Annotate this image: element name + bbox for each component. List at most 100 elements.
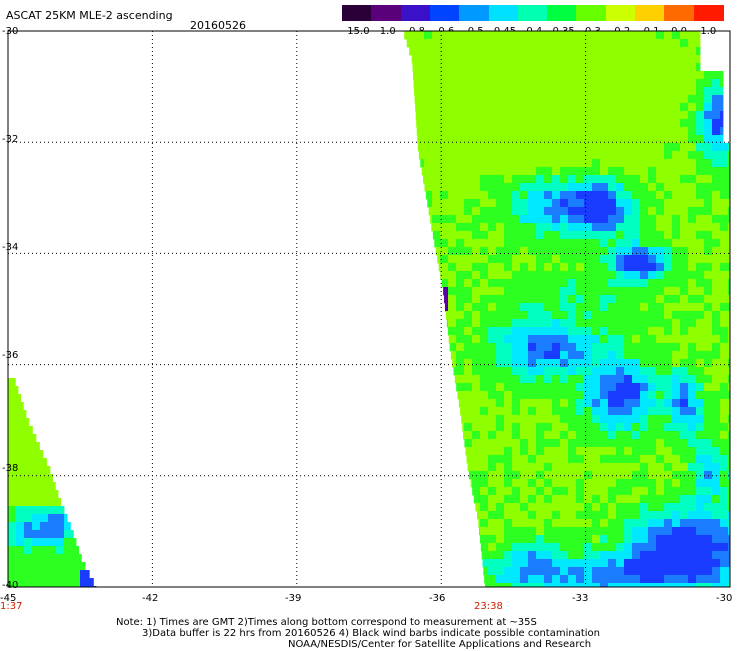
swath-cell <box>432 223 440 231</box>
swath-cell <box>672 535 680 543</box>
swath-cell <box>608 143 616 151</box>
swath-cell <box>632 511 640 519</box>
swath-cell <box>544 319 552 327</box>
swath-cell <box>712 295 720 303</box>
swath-cell <box>704 95 712 103</box>
swath-cell <box>512 87 520 95</box>
swath-cell <box>536 79 544 87</box>
swath-cell <box>720 375 728 383</box>
swath-cell <box>432 143 440 151</box>
swath-cell <box>520 423 528 431</box>
swath-cell <box>480 431 488 439</box>
swath-time-right: 23:38 <box>474 601 503 612</box>
swath-cell <box>480 471 488 479</box>
swath-cell <box>664 399 672 407</box>
swath-cell <box>616 303 624 311</box>
swath-cell <box>448 143 456 151</box>
swath-cell <box>656 271 664 279</box>
swath-cell <box>504 399 512 407</box>
swath-cell <box>592 151 600 159</box>
swath-cell <box>544 455 552 463</box>
swath-cell <box>576 271 584 279</box>
swath-cell <box>592 47 600 55</box>
swath-cell <box>432 167 440 175</box>
swath-cell <box>552 375 560 383</box>
swath-cell <box>592 119 600 127</box>
swath-cell <box>720 471 728 479</box>
swath-cell <box>600 479 608 487</box>
swath-cell <box>656 375 664 383</box>
swath-cell <box>656 559 664 567</box>
swath-cell <box>696 495 704 503</box>
swath-cell <box>472 183 480 191</box>
swath-cell <box>552 455 560 463</box>
swath-cell <box>616 47 624 55</box>
swath-cell <box>568 319 576 327</box>
swath-cell <box>424 71 432 79</box>
swath-cell <box>688 439 696 447</box>
swath-cell <box>504 87 512 95</box>
swath-cell <box>696 559 704 567</box>
swath-cell <box>648 71 656 79</box>
swath-cell <box>520 399 528 407</box>
swath-cell <box>632 191 640 199</box>
swath-cell <box>528 103 536 111</box>
swath-cell <box>536 167 544 175</box>
swath-cell <box>640 63 648 71</box>
swath-cell <box>632 567 640 575</box>
swath-cell <box>656 247 664 255</box>
swath-cell <box>8 474 16 482</box>
swath-cell <box>576 359 584 367</box>
swath-cell <box>656 455 664 463</box>
swath-cell <box>448 87 456 95</box>
swath-cell <box>560 471 568 479</box>
swath-cell <box>504 447 512 455</box>
swath-cell <box>688 55 696 63</box>
swath-cell <box>24 434 32 442</box>
swath-cell <box>520 447 528 455</box>
swath-cell <box>592 295 600 303</box>
swath-cell <box>704 111 712 119</box>
swath-cell <box>704 375 712 383</box>
swath-cell <box>504 559 512 567</box>
swath-cell <box>704 175 712 183</box>
swath-cell <box>552 431 560 439</box>
swath-cell <box>552 503 560 511</box>
swath-cell <box>680 567 688 575</box>
swath-cell <box>456 143 464 151</box>
swath-cell <box>568 575 576 583</box>
swath-cell <box>528 175 536 183</box>
swath-cell <box>592 79 600 87</box>
swath-cell <box>544 551 552 559</box>
swath-cell <box>664 567 672 575</box>
swath-cell <box>664 95 672 103</box>
swath-cell <box>528 447 536 455</box>
swath-cell <box>432 215 440 223</box>
swath-cell <box>608 215 616 223</box>
swath-cell <box>568 223 576 231</box>
swath-cell <box>56 530 64 538</box>
swath-cell <box>592 335 600 343</box>
swath-cell <box>496 175 504 183</box>
swath-cell <box>472 351 480 359</box>
swath-cell <box>8 506 16 514</box>
swath-cell <box>480 487 488 495</box>
swath-cell <box>640 439 648 447</box>
swath-cell <box>512 303 520 311</box>
swath-cell <box>528 223 536 231</box>
swath-cell <box>496 207 504 215</box>
swath-cell <box>488 351 496 359</box>
swath-cell <box>704 311 712 319</box>
swath-cell <box>664 415 672 423</box>
swath-cell <box>536 479 544 487</box>
swath-cell <box>704 551 712 559</box>
swath-cell <box>688 567 696 575</box>
swath-cell <box>472 431 480 439</box>
swath-cell <box>504 247 512 255</box>
swath-cell <box>712 223 720 231</box>
swath-cell <box>560 55 568 63</box>
swath-cell <box>496 39 504 47</box>
swath-cell <box>720 311 728 319</box>
swath-cell <box>32 466 40 474</box>
swath-cell <box>656 311 664 319</box>
